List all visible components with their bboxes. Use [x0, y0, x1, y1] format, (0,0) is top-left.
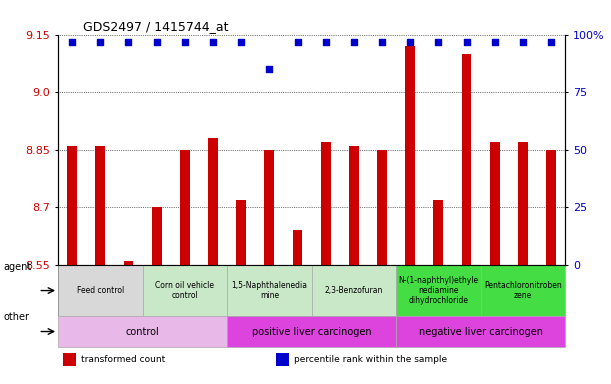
Point [321, 39, 331, 45]
Point [405, 39, 415, 45]
Text: control: control [126, 326, 159, 336]
Point [265, 66, 274, 72]
Point [546, 39, 556, 45]
Bar [349, 146, 359, 265]
Text: negative liver carcinogen: negative liver carcinogen [419, 326, 543, 336]
Bar [208, 138, 218, 265]
Text: Pentachloronitroben
zene: Pentachloronitroben zene [484, 281, 562, 300]
Text: Corn oil vehicle
control: Corn oil vehicle control [155, 281, 214, 300]
Bar [58, 316, 227, 347]
Point [95, 39, 105, 45]
Bar [276, 353, 289, 366]
Bar [95, 146, 105, 265]
Bar [546, 150, 556, 265]
Text: Feed control: Feed control [77, 286, 124, 295]
Point [152, 39, 161, 45]
Text: percentile rank within the sample: percentile rank within the sample [294, 355, 447, 364]
Bar [142, 265, 227, 316]
Point [518, 39, 528, 45]
Point [349, 39, 359, 45]
Text: agent: agent [3, 262, 31, 272]
Point [208, 39, 218, 45]
Bar [462, 54, 472, 265]
Text: 2,3-Benzofuran: 2,3-Benzofuran [324, 286, 383, 295]
Text: N-(1-naphthyl)ethyle
nediamine
dihydrochloride: N-(1-naphthyl)ethyle nediamine dihydroch… [398, 276, 478, 305]
Point [293, 39, 302, 45]
Text: positive liver carcinogen: positive liver carcinogen [252, 326, 371, 336]
Point [377, 39, 387, 45]
Point [462, 39, 472, 45]
Bar [227, 265, 312, 316]
Point [236, 39, 246, 45]
Bar [67, 146, 77, 265]
Bar [293, 230, 302, 265]
Point [67, 39, 77, 45]
Bar [518, 142, 528, 265]
Text: 1,5-Naphthalenedia
mine: 1,5-Naphthalenedia mine [232, 281, 307, 300]
Point [490, 39, 500, 45]
Bar [123, 261, 133, 265]
Bar [405, 46, 415, 265]
Point [180, 39, 189, 45]
Bar [227, 316, 396, 347]
Bar [152, 207, 161, 265]
Text: transformed count: transformed count [81, 355, 165, 364]
Bar [377, 150, 387, 265]
Point [123, 39, 133, 45]
Text: other: other [3, 312, 29, 322]
Bar [481, 265, 565, 316]
Bar [236, 200, 246, 265]
Bar [180, 150, 190, 265]
Bar [58, 265, 142, 316]
Bar [265, 150, 274, 265]
Bar [63, 353, 76, 366]
Bar [396, 316, 565, 347]
Text: GDS2497 / 1415744_at: GDS2497 / 1415744_at [83, 20, 229, 33]
Bar [396, 265, 481, 316]
Bar [321, 142, 331, 265]
Bar [312, 265, 396, 316]
Bar [433, 200, 444, 265]
Point [434, 39, 444, 45]
Bar [490, 142, 500, 265]
